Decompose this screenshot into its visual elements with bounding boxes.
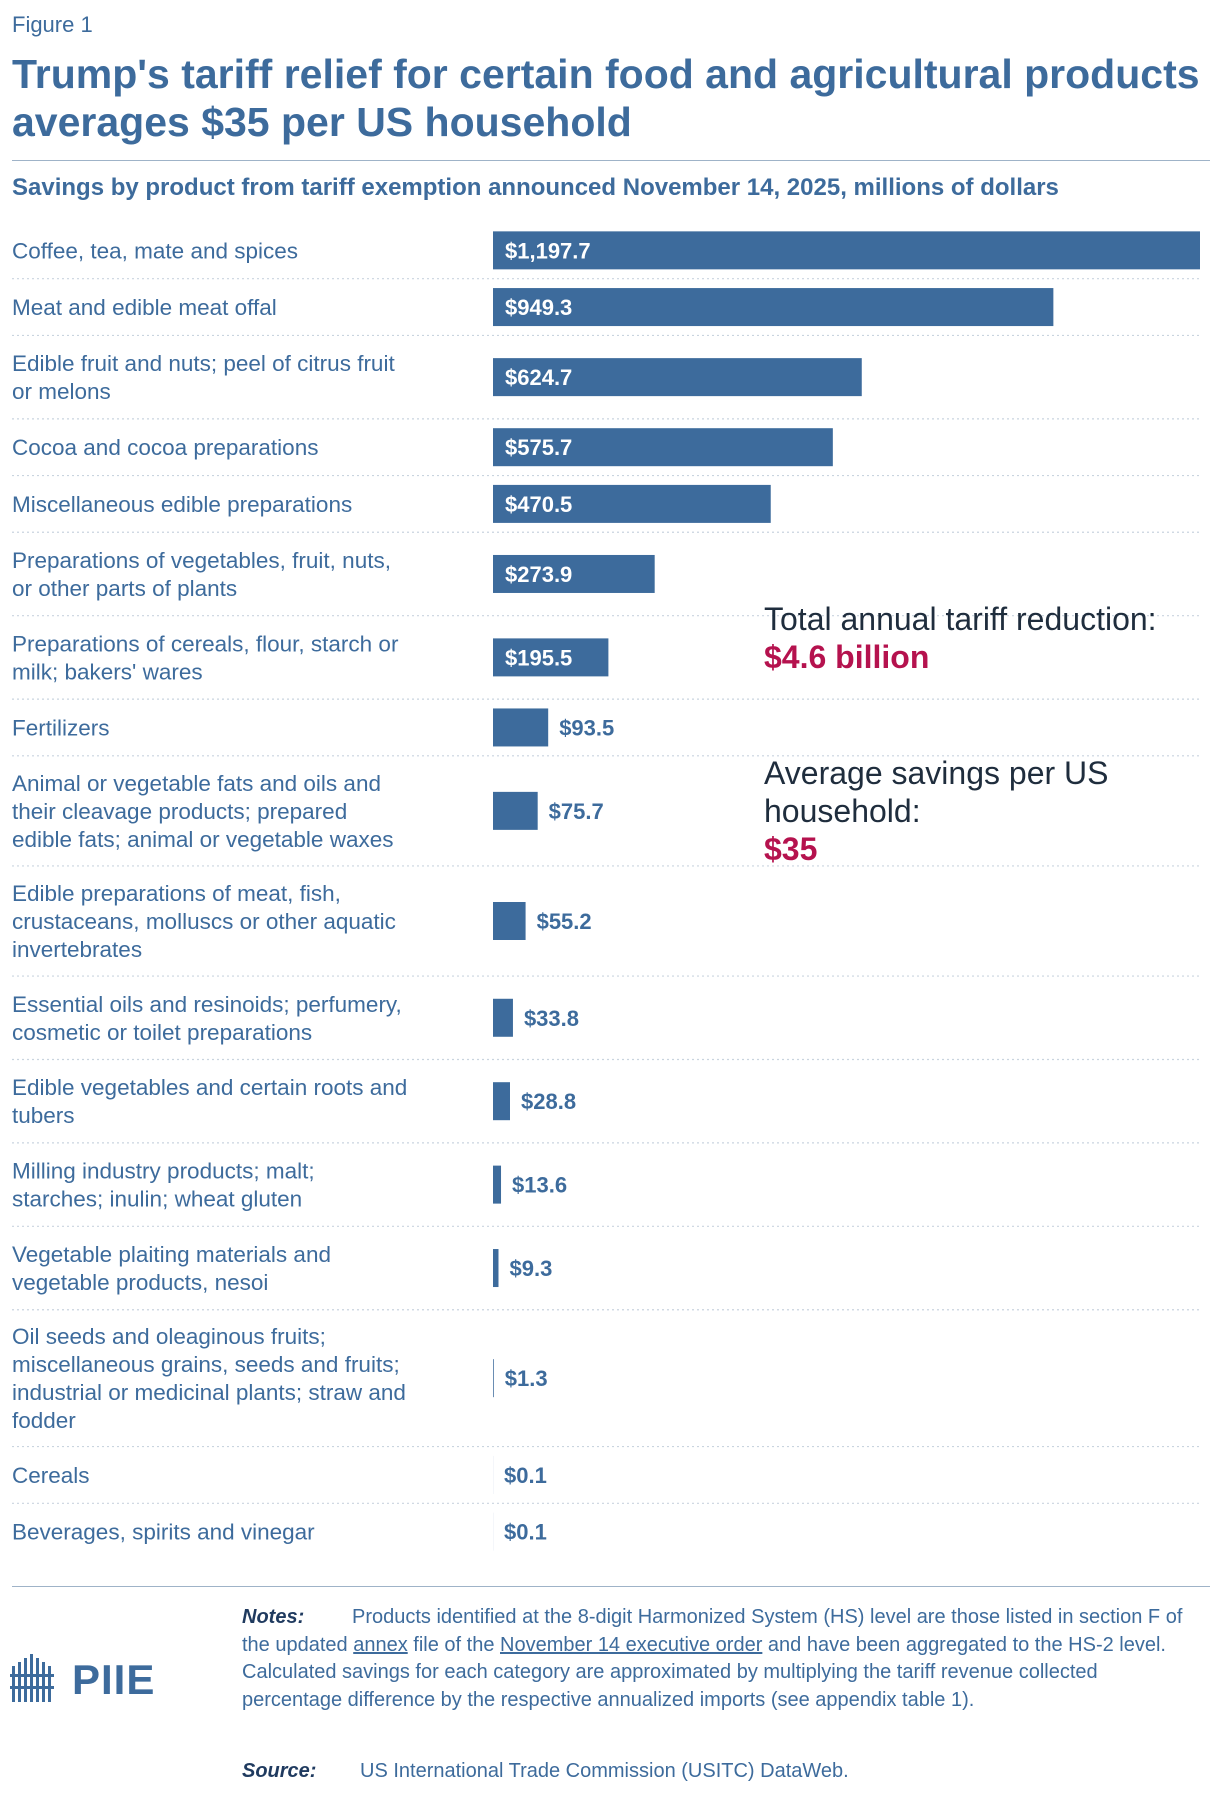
category-label: Miscellaneous edible preparations xyxy=(12,492,352,517)
bar xyxy=(493,791,538,830)
notes-text-1: Products identified at the 8-digit Harmo… xyxy=(242,1606,1183,1656)
data-label: $55.2 xyxy=(537,909,592,934)
average-callout-label: Average savings per US household: xyxy=(764,755,1109,829)
data-label: $0.1 xyxy=(504,1520,547,1545)
figure-label: Figure 1 xyxy=(12,12,93,37)
category-label: Edible vegetables and certain roots and t… xyxy=(12,1075,407,1128)
bar-chart: Coffee, tea, mate and spices $1,197.7 Meat… xyxy=(12,231,1200,1551)
source-label: Source: xyxy=(242,1760,317,1782)
bar xyxy=(493,358,862,397)
bar xyxy=(493,902,526,940)
data-label: $28.8 xyxy=(521,1089,576,1114)
category-label: Cereals xyxy=(12,1463,90,1488)
category-label: Meat and edible meat offal xyxy=(12,295,277,320)
bar xyxy=(493,708,549,747)
piie-logo: PIIE xyxy=(8,1650,168,1710)
total-callout: Total annual tariff reduction: $4.6 bill… xyxy=(764,600,1157,676)
category-label: Preparations of cereals, flour, starch o… xyxy=(12,631,399,684)
chart-title: Trump's tariff relief for certain food a… xyxy=(12,51,1200,145)
data-label: $13.6 xyxy=(512,1173,567,1198)
average-callout: Average savings per US household: $35 xyxy=(764,754,1220,868)
data-label: $75.7 xyxy=(549,799,604,824)
piie-logo-mark-icon xyxy=(10,1654,54,1702)
annex-link[interactable]: annex xyxy=(353,1633,408,1656)
average-callout-value: $35 xyxy=(764,831,818,867)
category-label: Essential oils and resinoids; perfumery,… xyxy=(12,992,402,1045)
data-label: $0.1 xyxy=(504,1463,547,1488)
category-label: Edible fruit and nuts; peel of citrus fr… xyxy=(12,351,395,404)
notes-label: Notes: xyxy=(242,1606,305,1628)
category-label: Milling industry products; malt; starches… xyxy=(12,1159,315,1212)
bar xyxy=(493,998,513,1037)
category-label: Beverages, spirits and vinegar xyxy=(12,1520,315,1545)
chart-notes: Notes: Products identified at the 8-digit… xyxy=(242,1604,1200,1714)
category-label: Preparations of vegetables, fruit, nuts,… xyxy=(12,548,391,601)
category-label: Vegetable plaiting materials and vegetabl… xyxy=(12,1242,331,1295)
footer-divider xyxy=(12,1586,1210,1587)
category-label: Cocoa and cocoa preparations xyxy=(12,435,318,460)
category-label: Fertilizers xyxy=(12,715,110,740)
bar xyxy=(493,638,609,677)
chart-source: Source: US International Trade Commission… xyxy=(242,1760,849,1783)
bar xyxy=(493,1082,511,1121)
notes-text-3: and have been aggregated to the HS-2 lev… xyxy=(242,1633,1166,1711)
title-divider xyxy=(12,160,1210,161)
data-label: $470.5 xyxy=(505,492,572,517)
source-text: US International Trade Commission (USITC… xyxy=(360,1760,849,1782)
bar xyxy=(493,231,1200,270)
chart-subtitle: Savings by product from tariff exemption… xyxy=(12,174,1059,201)
data-label: $1.3 xyxy=(505,1366,548,1391)
data-label: $575.7 xyxy=(505,435,572,460)
bar xyxy=(493,288,1054,327)
data-label: $33.8 xyxy=(524,1006,579,1031)
executive-order-link[interactable]: November 14 executive order xyxy=(500,1633,763,1656)
total-callout-value: $4.6 billion xyxy=(764,639,930,675)
total-callout-label: Total annual tariff reduction: xyxy=(764,601,1157,637)
bar xyxy=(493,1165,502,1204)
category-label: Edible preparations of meat, fish, crusta… xyxy=(12,881,396,962)
category-label: Coffee, tea, mate and spices xyxy=(12,238,298,263)
bar xyxy=(493,484,771,523)
category-label: Oil seeds and oleaginous fruits; miscella… xyxy=(12,1324,406,1433)
data-label: $93.5 xyxy=(559,715,614,740)
data-label: $273.9 xyxy=(505,562,572,587)
data-label: $624.7 xyxy=(505,365,572,390)
data-label: $9.3 xyxy=(509,1256,552,1281)
bar xyxy=(493,1249,499,1288)
data-label: $195.5 xyxy=(505,645,572,670)
category-label: Animal or vegetable fats and oils and the… xyxy=(12,771,393,852)
bar xyxy=(493,554,655,593)
piie-logo-text: PIIE xyxy=(72,1656,156,1703)
bar xyxy=(493,1359,494,1398)
data-label: $1,197.7 xyxy=(505,238,591,263)
bar xyxy=(493,428,833,467)
data-label: $949.3 xyxy=(505,295,572,320)
notes-text-2: file of the xyxy=(407,1633,500,1656)
